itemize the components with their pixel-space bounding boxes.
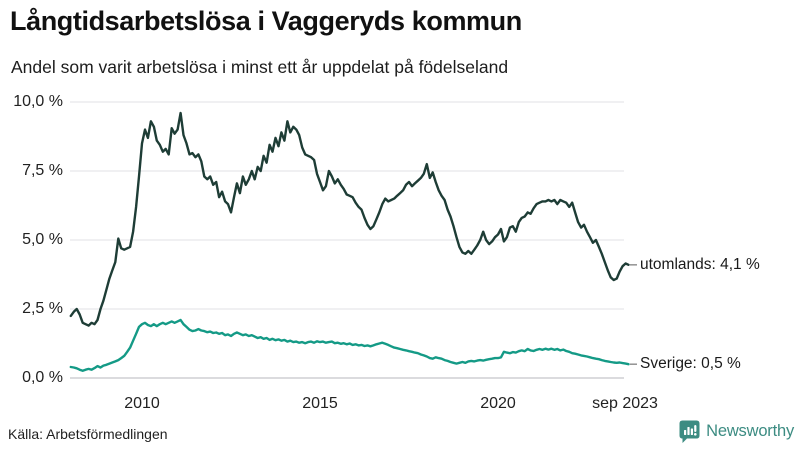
x-axis-tick-label: sep 2023 bbox=[592, 395, 658, 412]
chart-subtitle: Andel som varit arbetslösa i minst ett å… bbox=[11, 57, 509, 77]
newsworthy-brand: Newsworthy bbox=[678, 419, 794, 444]
page-title: Långtidsarbetslösa i Vaggeryds kommun bbox=[10, 6, 522, 36]
series-end-label-Sverige: Sverige: 0,5 % bbox=[640, 355, 741, 373]
x-axis-tick-label: 2010 bbox=[124, 395, 160, 412]
series-end-label-utomlands: utomlands: 4,1 % bbox=[640, 255, 760, 273]
series-line-utomlands bbox=[69, 111, 630, 327]
y-axis-tick-label: 7,5 % bbox=[22, 162, 63, 179]
y-axis-tick-label: 0,0 % bbox=[22, 369, 63, 386]
brand-name: Newsworthy bbox=[706, 422, 794, 440]
newsworthy-logo-icon bbox=[679, 420, 700, 443]
x-axis-tick-label: 2015 bbox=[302, 395, 338, 412]
y-axis-tick-label: 10,0 % bbox=[13, 93, 63, 110]
x-axis-tick-label: 2020 bbox=[480, 395, 516, 412]
source-note: Källa: Arbetsförmedlingen bbox=[8, 426, 168, 442]
series-line-Sverige bbox=[69, 318, 630, 372]
y-axis-tick-label: 5,0 % bbox=[22, 231, 63, 248]
y-axis-tick-label: 2,5 % bbox=[22, 300, 63, 317]
